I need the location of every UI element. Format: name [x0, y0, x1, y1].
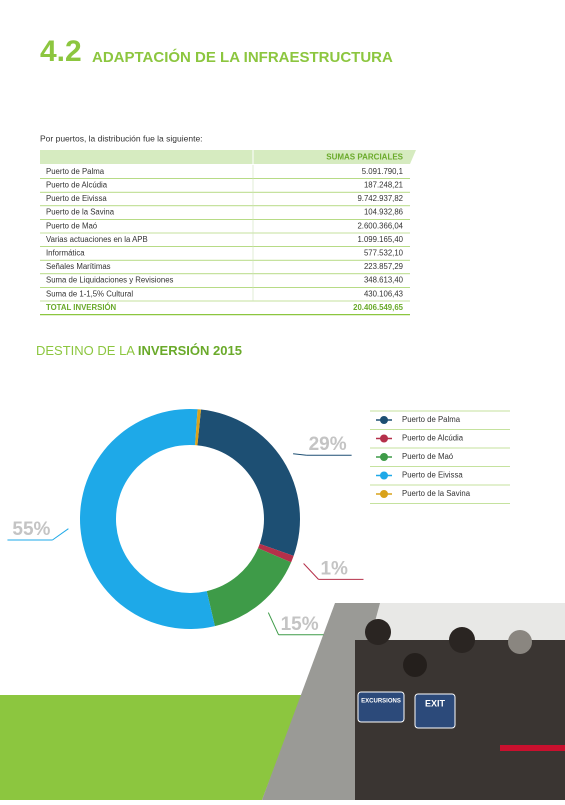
row-value: 1.099.165,40 [357, 235, 403, 244]
person [365, 619, 391, 645]
person [508, 630, 532, 654]
data-label: 15% [281, 614, 319, 635]
sign [357, 691, 405, 723]
row-value: 104.932,86 [364, 208, 403, 217]
legend-label: Puerto de Eivissa [402, 471, 463, 480]
data-label: 1% [320, 558, 348, 579]
section-number: 4.2 [40, 35, 82, 68]
row-label: Señales Marítimas [46, 262, 111, 271]
chart-heading-light: DESTINO DE LA [36, 343, 138, 358]
sign-text: EXCURSIONS [361, 699, 401, 705]
row-value: 187.248,21 [364, 180, 403, 189]
data-label: 55% [12, 519, 50, 540]
row-label: Suma de Liquidaciones y Revisiones [46, 276, 174, 285]
intro-text: Por puertos, la distribución fue la sigu… [40, 133, 203, 143]
sign-text: EXIT [425, 698, 446, 708]
label-leader [303, 563, 319, 580]
total-value: 20.406.549,65 [353, 303, 404, 312]
legend-label: Puerto de Maó [402, 452, 454, 461]
table-header-bg [40, 150, 416, 164]
chart-heading-bold: INVERSIÓN 2015 [138, 343, 242, 358]
row-value: 5.091.790,1 [362, 167, 403, 176]
legend-label: Puerto de la Savina [402, 489, 471, 498]
donut-slice [197, 409, 300, 556]
row-label: Puerto de la Savina [46, 208, 115, 217]
total-label: TOTAL INVERSIÓN [46, 303, 117, 312]
legend-label: Puerto de Alcúdia [402, 434, 464, 443]
person [403, 653, 427, 677]
row-label: Puerto de Maó [46, 221, 98, 230]
table-header: SUMAS PARCIALES [326, 153, 403, 162]
label-leader [267, 612, 280, 636]
sign [414, 693, 456, 729]
barrier [500, 745, 565, 751]
donut-slice [195, 409, 201, 446]
row-value: 9.742.937,82 [357, 194, 403, 203]
row-value: 2.600.366,04 [357, 221, 403, 230]
section-title: ADAPTACIÓN DE LA INFRAESTRUCTURA [92, 48, 393, 66]
donut-slice [206, 548, 292, 627]
person [449, 627, 475, 653]
row-label: Puerto de Alcúdia [46, 180, 108, 189]
donut-slice [80, 409, 215, 629]
chart-heading: DESTINO DE LA INVERSIÓN 2015 [36, 343, 242, 358]
row-label: Informática [46, 248, 85, 257]
row-value: 430.106,43 [364, 289, 403, 298]
row-value: 577.532,10 [364, 248, 404, 257]
label-leader [52, 528, 69, 541]
label-leader [293, 453, 307, 456]
row-value: 223.857,29 [364, 262, 403, 271]
row-label: Puerto de Eivissa [46, 194, 107, 203]
row-value: 348.613,40 [364, 276, 404, 285]
data-label: 29% [309, 434, 347, 455]
photo: EXCURSIONS EXIT [262, 603, 565, 800]
donut-slice [258, 543, 294, 563]
row-label: Varias actuaciones en la APB [46, 235, 148, 244]
legend-label: Puerto de Palma [402, 415, 461, 424]
green-band [0, 695, 302, 800]
row-label: Puerto de Palma [46, 167, 105, 176]
row-label: Suma de 1-1,5% Cultural [46, 289, 133, 298]
